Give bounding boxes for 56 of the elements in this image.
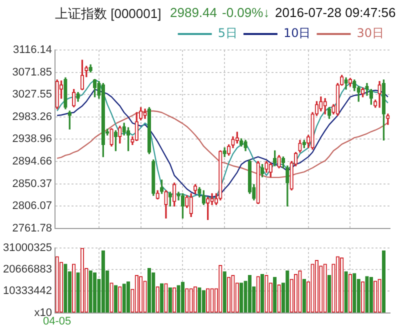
candlestick <box>55 79 59 110</box>
candlestick <box>172 182 176 206</box>
candlestick <box>101 82 105 158</box>
text: 2016-07-28 09:47:56 <box>275 5 396 20</box>
chart-title: 上证指数 [000001] <box>55 5 162 23</box>
legend-label: 10日 <box>283 26 311 40</box>
candlestick <box>160 180 164 194</box>
candlestick <box>244 140 248 152</box>
candlestick <box>143 108 147 119</box>
legend-label: 30日 <box>356 26 384 40</box>
candlestick <box>189 193 193 218</box>
candlestick <box>202 190 206 205</box>
y-tick-label: 2983.26 <box>12 110 52 123</box>
candlestick <box>344 77 348 90</box>
candlestick <box>76 92 80 102</box>
y-tick-label: 20666883 <box>3 264 52 276</box>
candlestick <box>110 128 114 147</box>
y-tick-label: 2894.66 <box>12 156 52 168</box>
candlestick <box>147 107 152 154</box>
candlestick <box>139 107 143 120</box>
candlestick <box>327 107 332 119</box>
candlestick <box>378 80 382 108</box>
y-tick-label: 3027.55 <box>12 88 52 101</box>
y-tick-label: 3071.85 <box>12 66 52 78</box>
y-tick-label: 3116.14 <box>13 44 52 56</box>
candlestick <box>193 184 198 194</box>
candlestick <box>210 193 214 205</box>
candlestick <box>264 161 268 173</box>
text: 2989.44 <box>170 5 217 20</box>
candlestick <box>68 110 72 130</box>
y-tick-label: 31000325 <box>3 242 52 254</box>
candlestick <box>168 192 172 206</box>
text: -0.09%↓ <box>222 5 270 20</box>
candlestick <box>277 154 281 168</box>
y-tick-label: 10333442 <box>3 285 52 298</box>
candlestick <box>152 159 156 196</box>
candlestick <box>256 161 260 204</box>
y-tick-label: 2850.37 <box>12 178 52 190</box>
candlestick <box>323 98 327 114</box>
candlestick <box>64 77 68 110</box>
y-tick-label: 2761.78 <box>12 222 52 234</box>
x-tick-label: 04-05 <box>43 315 72 328</box>
candlestick <box>319 96 323 112</box>
candlestick <box>386 114 390 125</box>
candlestick <box>134 112 138 142</box>
candlestick <box>164 190 168 219</box>
candlestick <box>365 82 369 96</box>
candlestick <box>156 190 160 200</box>
candlestick <box>72 89 76 108</box>
candlestick <box>180 193 185 219</box>
y-tick-label: 2938.96 <box>12 133 52 146</box>
legend-label: 5日 <box>218 26 238 40</box>
candlestick <box>298 140 302 153</box>
candlestick <box>382 79 386 141</box>
candlestick <box>218 150 222 200</box>
y-tick-label: 2806.07 <box>12 200 52 212</box>
